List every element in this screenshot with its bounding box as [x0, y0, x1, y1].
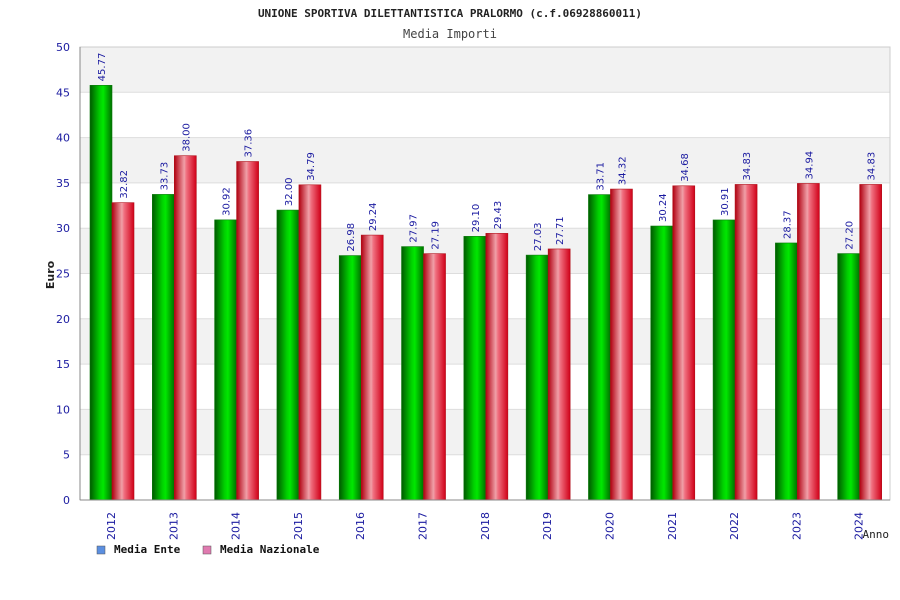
value-label-media-ente-2022: 30.91: [720, 187, 731, 216]
x-tick-label-2019: 2019: [541, 512, 554, 540]
chart-subtitle: Media Importi: [403, 27, 497, 41]
legend-item-media-ente: Media Ente: [96, 543, 181, 556]
chart-title: UNIONE SPORTIVA DILETTANTISTICA PRALORMO…: [258, 7, 642, 20]
y-tick-label: 45: [56, 86, 70, 99]
bars-layer: [89, 85, 882, 501]
grid-band: [80, 47, 890, 93]
legend-swatch-media-ente: [96, 545, 106, 555]
bar-media-nazionale-2017: [423, 253, 446, 501]
bar-media-ente-2024: [837, 253, 860, 501]
legend-label-media-ente: Media Ente: [114, 543, 181, 556]
value-label-media-nazionale-2021: 34.68: [680, 153, 691, 182]
bar-media-ente-2018: [463, 236, 487, 501]
bar-media-ente-2015: [276, 209, 300, 501]
value-labels-layer: 45.77 32.82 33.73 38.00 30.92 37.36 32.00 34.79…: [97, 53, 878, 252]
x-tick-label-2016: 2016: [354, 512, 367, 540]
legend-swatch-media-nazionale: [202, 545, 212, 555]
value-label-media-nazionale-2022: 34.83: [742, 152, 753, 181]
bar-media-ente-2016: [338, 255, 362, 501]
bar-media-ente-2014: [214, 219, 237, 501]
x-axis-label: Anno: [863, 528, 890, 541]
bar-media-nazionale-2015: [298, 184, 322, 501]
bar-media-nazionale-2016: [360, 234, 384, 501]
bar-media-nazionale-2018: [485, 233, 509, 501]
y-tick-label: 40: [56, 132, 70, 145]
value-label-media-nazionale-2019: 27.71: [555, 216, 566, 245]
grid-band: [80, 182, 890, 229]
value-label-media-nazionale-2020: 34.32: [617, 156, 628, 185]
value-label-media-ente-2017: 27.97: [409, 214, 420, 243]
grid-band: [80, 92, 890, 138]
y-axis-ticks: 0 5 10 15 20 25 30 35 40 45 50: [56, 41, 70, 507]
value-label-media-ente-2013: 33.73: [159, 162, 170, 191]
value-label-media-ente-2024: 27.20: [845, 221, 856, 250]
bar-media-nazionale-2022: [734, 184, 758, 501]
bar-media-ente-2021: [650, 225, 674, 501]
y-tick-label: 50: [56, 41, 70, 54]
value-label-media-nazionale-2013: 38.00: [181, 123, 192, 152]
y-tick-label: 25: [56, 268, 70, 281]
y-tick-label: 30: [56, 222, 70, 235]
y-tick-label: 10: [56, 403, 70, 416]
value-label-media-nazionale-2023: 34.94: [804, 151, 815, 180]
bar-media-ente-2023: [775, 242, 798, 501]
bar-media-ente-2020: [588, 194, 611, 501]
value-label-media-ente-2018: 29.10: [471, 204, 482, 233]
x-axis-ticks: 2012 2013 2014 2015 2016 2017 2018 2019 2020 2021…: [105, 512, 866, 540]
bar-media-nazionale-2024: [859, 184, 882, 501]
legend: Media Ente Media Nazionale: [96, 543, 320, 556]
x-tick-label-2017: 2017: [417, 512, 430, 540]
y-tick-label: 15: [56, 358, 70, 371]
value-label-media-nazionale-2012: 32.82: [119, 170, 130, 199]
value-label-media-ente-2020: 33.71: [595, 162, 606, 191]
bar-media-ente-2017: [401, 246, 424, 501]
bar-media-ente-2013: [152, 194, 175, 501]
x-tick-label-2023: 2023: [790, 512, 803, 540]
value-label-media-ente-2015: 32.00: [284, 177, 295, 206]
value-label-media-ente-2016: 26.98: [346, 223, 357, 252]
bar-media-nazionale-2021: [672, 185, 696, 501]
x-tick-label-2015: 2015: [292, 512, 305, 540]
legend-label-media-nazionale: Media Nazionale: [220, 543, 320, 556]
bar-media-nazionale-2012: [111, 202, 135, 501]
x-tick-label-2020: 2020: [603, 512, 616, 540]
value-label-media-nazionale-2017: 27.19: [431, 221, 442, 250]
x-tick-label-2022: 2022: [728, 512, 741, 540]
value-label-media-nazionale-2014: 37.36: [244, 129, 255, 158]
x-tick-label-2014: 2014: [230, 512, 243, 540]
y-tick-label: 35: [56, 177, 70, 190]
y-axis-label: Euro: [44, 260, 57, 289]
value-label-media-nazionale-2024: 34.83: [867, 152, 878, 181]
bar-media-nazionale-2023: [797, 183, 820, 501]
value-label-media-nazionale-2015: 34.79: [306, 152, 317, 181]
bar-media-nazionale-2013: [174, 155, 197, 501]
legend-item-media-nazionale: Media Nazionale: [202, 543, 320, 556]
bar-media-ente-2022: [712, 219, 736, 501]
bar-media-nazionale-2019: [547, 248, 571, 501]
x-tick-label-2021: 2021: [666, 512, 679, 540]
bar-media-ente-2012: [89, 85, 113, 501]
x-tick-label-2024: 2024: [853, 512, 866, 540]
value-label-media-ente-2019: 27.03: [533, 222, 544, 251]
bar-media-nazionale-2014: [236, 161, 259, 501]
value-label-media-ente-2023: 28.37: [782, 210, 793, 239]
value-label-media-ente-2012: 45.77: [97, 53, 108, 82]
y-tick-label: 0: [63, 494, 70, 507]
bar-media-ente-2019: [525, 254, 549, 501]
value-label-media-ente-2014: 30.92: [222, 187, 233, 216]
grid-band: [80, 137, 890, 183]
value-label-media-nazionale-2016: 29.24: [368, 202, 379, 231]
x-tick-label-2012: 2012: [105, 512, 118, 540]
y-tick-label: 5: [63, 449, 70, 462]
x-tick-label-2013: 2013: [167, 512, 180, 540]
value-label-media-nazionale-2018: 29.43: [493, 201, 504, 230]
x-tick-label-2018: 2018: [479, 512, 492, 540]
y-tick-label: 20: [56, 313, 70, 326]
bar-media-nazionale-2020: [610, 188, 633, 501]
value-label-media-ente-2021: 30.24: [658, 193, 669, 222]
